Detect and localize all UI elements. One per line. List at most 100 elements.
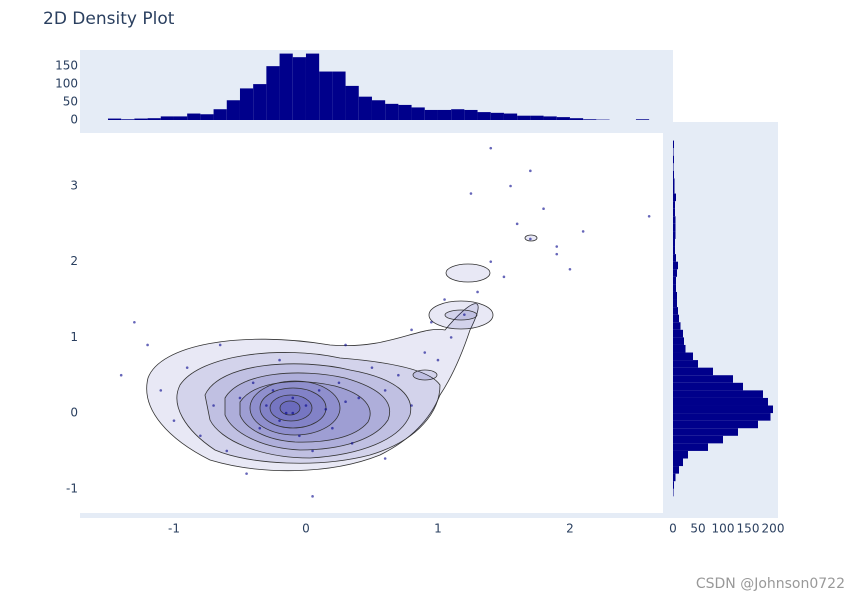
bar [319, 72, 332, 120]
point [344, 400, 347, 403]
point [529, 238, 532, 241]
point [311, 450, 314, 453]
bar [557, 117, 570, 120]
point [331, 427, 334, 430]
x-tick-label: 1 [434, 522, 442, 536]
bar [673, 466, 679, 474]
x-tick-label: 0 [669, 522, 677, 536]
bar [570, 118, 583, 120]
point [186, 366, 189, 369]
bar [306, 54, 319, 120]
bar [544, 116, 557, 120]
bar [583, 119, 596, 120]
bar [134, 119, 147, 120]
bar [385, 104, 398, 120]
y-tick-label: 0 [70, 406, 78, 420]
bar [673, 247, 675, 255]
point [338, 382, 341, 385]
chart-title: 2D Density Plot [43, 9, 175, 29]
bar [673, 148, 674, 156]
bar [398, 105, 411, 120]
bar [673, 322, 681, 330]
bar [673, 239, 675, 247]
point [397, 374, 400, 377]
y-tick-label: 2 [70, 254, 78, 268]
point [285, 412, 288, 415]
bar [332, 72, 345, 120]
bar [673, 428, 738, 436]
point [437, 359, 440, 362]
point [159, 389, 162, 392]
bar [372, 100, 385, 120]
bar [636, 119, 649, 120]
point [245, 472, 248, 475]
bar [673, 421, 758, 429]
bar [673, 315, 679, 323]
bar [673, 201, 675, 209]
bar [673, 262, 678, 270]
bar [530, 116, 543, 120]
point [476, 291, 479, 294]
bar [174, 116, 187, 120]
point [450, 336, 453, 339]
bar [214, 109, 227, 120]
point [516, 223, 519, 226]
y-tick-label: 150 [55, 59, 78, 73]
bar [673, 368, 713, 376]
bar [200, 114, 213, 120]
x-tick-label: 100 [712, 522, 735, 536]
point [443, 298, 446, 301]
bar [253, 84, 266, 120]
bar [148, 118, 161, 120]
bar [673, 489, 674, 497]
bar [673, 156, 674, 164]
bar [673, 398, 768, 406]
point [470, 192, 473, 195]
point [291, 412, 294, 415]
bar [673, 231, 676, 239]
point [305, 404, 308, 407]
bar [673, 481, 674, 489]
point [173, 419, 176, 422]
bar [673, 194, 676, 202]
bar [412, 107, 425, 120]
x-tick-label: -1 [168, 522, 180, 536]
bar [451, 109, 464, 120]
y-tick-label: 100 [55, 77, 78, 91]
point [212, 404, 215, 407]
point [278, 359, 281, 362]
bar [478, 112, 491, 120]
watermark: CSDN @Johnson0722 [696, 576, 845, 592]
bar [673, 284, 676, 292]
point [430, 321, 433, 324]
bar [121, 119, 134, 120]
x-tick-label: 50 [690, 522, 705, 536]
point [555, 253, 558, 256]
point [410, 329, 413, 332]
bar [673, 360, 698, 368]
bar [673, 307, 678, 315]
point [318, 389, 321, 392]
bar [673, 353, 693, 361]
bar [673, 300, 677, 308]
bar [673, 458, 683, 466]
bar [673, 186, 675, 194]
point [410, 404, 413, 407]
bar [673, 406, 773, 414]
bar [673, 163, 674, 171]
x-tick-label: 0 [302, 522, 310, 536]
bar [673, 292, 677, 300]
point [265, 404, 268, 407]
bar [673, 474, 676, 482]
point [555, 245, 558, 248]
point [344, 344, 347, 347]
point [278, 419, 281, 422]
bar [673, 141, 674, 149]
point [384, 389, 387, 392]
point [489, 260, 492, 263]
point [582, 230, 585, 233]
bar [673, 216, 676, 224]
bar [673, 209, 675, 217]
point [120, 374, 123, 377]
bar [266, 66, 279, 120]
